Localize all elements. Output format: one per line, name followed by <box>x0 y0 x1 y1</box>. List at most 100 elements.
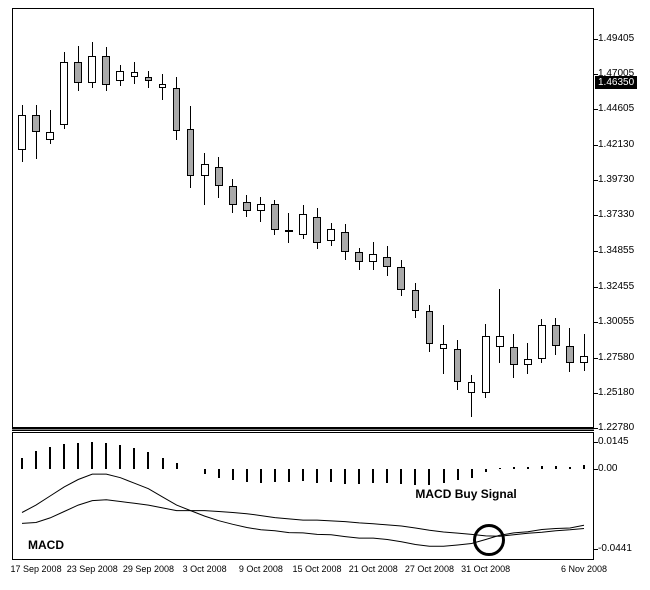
macd-histogram-bar <box>428 469 430 485</box>
candle-body <box>257 204 265 211</box>
macd-axis-label: -0.0441 <box>598 543 632 554</box>
macd-histogram-bar <box>204 469 206 474</box>
candle-body <box>482 336 490 393</box>
candle-body <box>341 232 349 252</box>
macd-histogram-bar <box>246 469 248 483</box>
macd-histogram-bar <box>147 452 149 468</box>
buy-signal-circle <box>473 524 505 556</box>
date-axis-label: 31 Oct 2008 <box>461 564 510 574</box>
candle-body <box>32 115 40 133</box>
macd-histogram-bar <box>457 469 459 481</box>
price-axis-label: 1.49405 <box>598 33 634 44</box>
price-axis-label: 1.37330 <box>598 209 634 220</box>
macd-histogram-bar <box>330 469 332 483</box>
macd-histogram-bar <box>63 444 65 469</box>
macd-histogram-bar <box>499 468 501 469</box>
candle-body <box>327 229 335 241</box>
candle-wick <box>204 153 205 206</box>
candle-body <box>510 347 518 365</box>
macd-histogram-bar <box>555 466 557 468</box>
candle-body <box>552 325 560 345</box>
candle-wick <box>499 289 500 364</box>
candle-body <box>299 214 307 234</box>
macd-histogram-bar <box>91 442 93 469</box>
candle-body <box>243 202 251 211</box>
macd-histogram-bar <box>260 469 262 483</box>
macd-histogram-bar <box>77 443 79 469</box>
macd-histogram-bar <box>358 469 360 484</box>
buy-signal-label: MACD Buy Signal <box>415 487 516 501</box>
macd-histogram-bar <box>274 469 276 482</box>
candle-body <box>60 62 68 125</box>
candle-body <box>215 167 223 186</box>
price-axis-label: 1.30055 <box>598 316 634 327</box>
date-axis-label: 17 Sep 2008 <box>11 564 62 574</box>
candle-body <box>454 349 462 383</box>
date-axis-label: 21 Oct 2008 <box>349 564 398 574</box>
candle-body <box>271 204 279 230</box>
macd-histogram-bar <box>400 469 402 485</box>
macd-histogram-bar <box>569 467 571 469</box>
macd-histogram-bar <box>386 469 388 484</box>
macd-histogram-bar <box>485 469 487 473</box>
macd-histogram-bar <box>35 451 37 468</box>
macd-histogram-bar <box>527 467 529 468</box>
candle-body <box>496 336 504 348</box>
price-axis-label: 1.32455 <box>598 281 634 292</box>
macd-histogram-bar <box>119 445 121 469</box>
macd-histogram-bar <box>414 469 416 485</box>
macd-histogram-bar <box>344 469 346 484</box>
macd-histogram-bar <box>288 469 290 483</box>
price-axis-label: 1.25180 <box>598 387 634 398</box>
price-axis-label: 1.34855 <box>598 245 634 256</box>
candle-body <box>383 257 391 267</box>
candle-body <box>102 56 110 85</box>
candle-wick <box>443 325 444 373</box>
candle-body <box>131 72 139 76</box>
candle-body <box>74 62 82 82</box>
macd-histogram-bar <box>232 469 234 481</box>
price-axis-label: 1.39730 <box>598 174 634 185</box>
candle-body <box>524 359 532 365</box>
candle-body <box>397 267 405 290</box>
chart-container: 1.494051.470051.446051.421301.397301.373… <box>0 0 650 590</box>
price-axis-label: 1.44605 <box>598 103 634 114</box>
date-axis-label: 9 Oct 2008 <box>239 564 283 574</box>
macd-histogram-bar <box>21 458 23 469</box>
macd-histogram-bar <box>316 469 318 483</box>
candle-body <box>46 132 54 139</box>
candle-body <box>159 84 167 88</box>
macd-histogram-bar <box>218 469 220 478</box>
macd-histogram-bar <box>105 443 107 469</box>
price-axis-label: 1.22780 <box>598 422 634 433</box>
candle-body <box>201 164 209 176</box>
macd-histogram-bar <box>49 447 51 469</box>
candle-body <box>580 356 588 363</box>
macd-histogram-bar <box>513 467 515 469</box>
macd-histogram-bar <box>471 469 473 478</box>
candle-body <box>355 252 363 262</box>
panel-divider <box>12 428 594 431</box>
date-axis-label: 27 Oct 2008 <box>405 564 454 574</box>
macd-histogram-bar <box>583 465 585 468</box>
date-axis-label: 6 Nov 2008 <box>561 564 607 574</box>
candle-body <box>426 311 434 345</box>
macd-axis-label: 0.0145 <box>598 436 629 447</box>
candle-body <box>440 344 448 348</box>
macd-histogram-bar <box>443 469 445 483</box>
candle-body <box>173 88 181 130</box>
price-axis-label: 1.27580 <box>598 352 634 363</box>
candle-wick <box>584 334 585 371</box>
macd-histogram-bar <box>133 448 135 468</box>
macd-histogram-bar <box>302 469 304 482</box>
macd-histogram-bar <box>372 469 374 483</box>
date-axis-label: 29 Sep 2008 <box>123 564 174 574</box>
candle-body <box>313 217 321 243</box>
candle-body <box>116 71 124 81</box>
price-axis-label: 1.42130 <box>598 139 634 150</box>
macd-histogram-bar <box>541 466 543 469</box>
macd-label: MACD <box>28 538 64 552</box>
macd-histogram-bar <box>162 458 164 469</box>
candle-body <box>187 129 195 176</box>
candle-body <box>285 230 293 232</box>
